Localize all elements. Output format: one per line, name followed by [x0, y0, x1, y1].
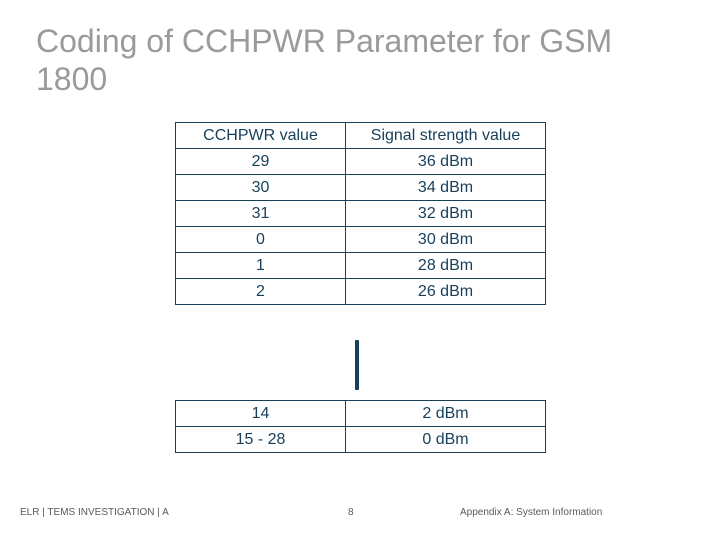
table-cell: 0	[176, 227, 346, 253]
cchpwr-table-top: CCHPWR value Signal strength value 29 36…	[175, 122, 546, 305]
table-cell: 15 - 28	[176, 427, 346, 453]
table-header-cell: CCHPWR value	[176, 123, 346, 149]
slide: Coding of CCHPWR Parameter for GSM 1800 …	[0, 0, 720, 540]
table-cell: 34 dBm	[346, 175, 546, 201]
footer-right: Appendix A: System Information	[460, 507, 602, 518]
table-cell: 2	[176, 279, 346, 305]
table-row: 15 - 28 0 dBm	[176, 427, 546, 453]
table-cell: 0 dBm	[346, 427, 546, 453]
table-cell: 2 dBm	[346, 401, 546, 427]
footer: ELR | TEMS INVESTIGATION | A 8 Appendix …	[0, 500, 720, 518]
table-cell: 26 dBm	[346, 279, 546, 305]
table-cell: 14	[176, 401, 346, 427]
table-row: 1 28 dBm	[176, 253, 546, 279]
table-row: 29 36 dBm	[176, 149, 546, 175]
footer-page: 8	[348, 507, 354, 518]
table-cell: 28 dBm	[346, 253, 546, 279]
table-header-row: CCHPWR value Signal strength value	[176, 123, 546, 149]
table-cell: 31	[176, 201, 346, 227]
table-row: 2 26 dBm	[176, 279, 546, 305]
table-cell: 32 dBm	[346, 201, 546, 227]
table-gap-indicator	[355, 340, 359, 390]
table-header-cell: Signal strength value	[346, 123, 546, 149]
table-cell: 29	[176, 149, 346, 175]
table-row: 30 34 dBm	[176, 175, 546, 201]
table-row: 31 32 dBm	[176, 201, 546, 227]
page-title: Coding of CCHPWR Parameter for GSM 1800	[36, 22, 684, 99]
cchpwr-table-bottom: 14 2 dBm 15 - 28 0 dBm	[175, 400, 546, 453]
table-row: 0 30 dBm	[176, 227, 546, 253]
table-row: 14 2 dBm	[176, 401, 546, 427]
table-cell: 30 dBm	[346, 227, 546, 253]
footer-left: ELR | TEMS INVESTIGATION | A	[20, 507, 169, 518]
table-cell: 30	[176, 175, 346, 201]
table-cell: 36 dBm	[346, 149, 546, 175]
table-cell: 1	[176, 253, 346, 279]
